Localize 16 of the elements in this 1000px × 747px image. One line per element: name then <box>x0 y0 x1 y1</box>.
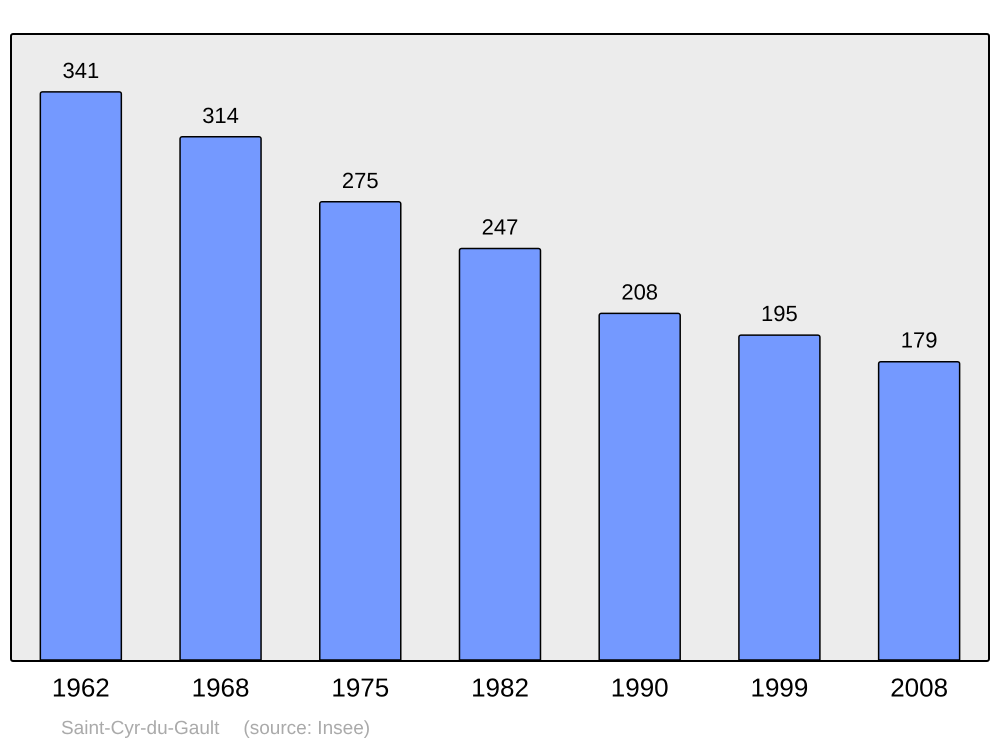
data-label: 179 <box>900 328 938 353</box>
data-label: 341 <box>62 58 100 83</box>
data-label: 275 <box>342 168 379 193</box>
x-tick-label: 2008 <box>890 672 948 702</box>
x-tick-label: 1982 <box>471 672 529 702</box>
x-tick-label: 1962 <box>52 672 110 702</box>
x-tick-label: 1975 <box>331 672 390 702</box>
data-label: 195 <box>761 301 798 326</box>
text: (source: Insee) <box>243 718 370 739</box>
data-label: 208 <box>621 279 658 304</box>
data-label: 247 <box>482 214 518 240</box>
x-tick-label: 1990 <box>610 672 669 702</box>
x-tick-label: 1999 <box>750 672 808 702</box>
text: Saint-Cyr-du-Gault <box>61 718 220 739</box>
x-tick-label: 1968 <box>192 672 250 702</box>
data-label: 314 <box>202 102 239 128</box>
